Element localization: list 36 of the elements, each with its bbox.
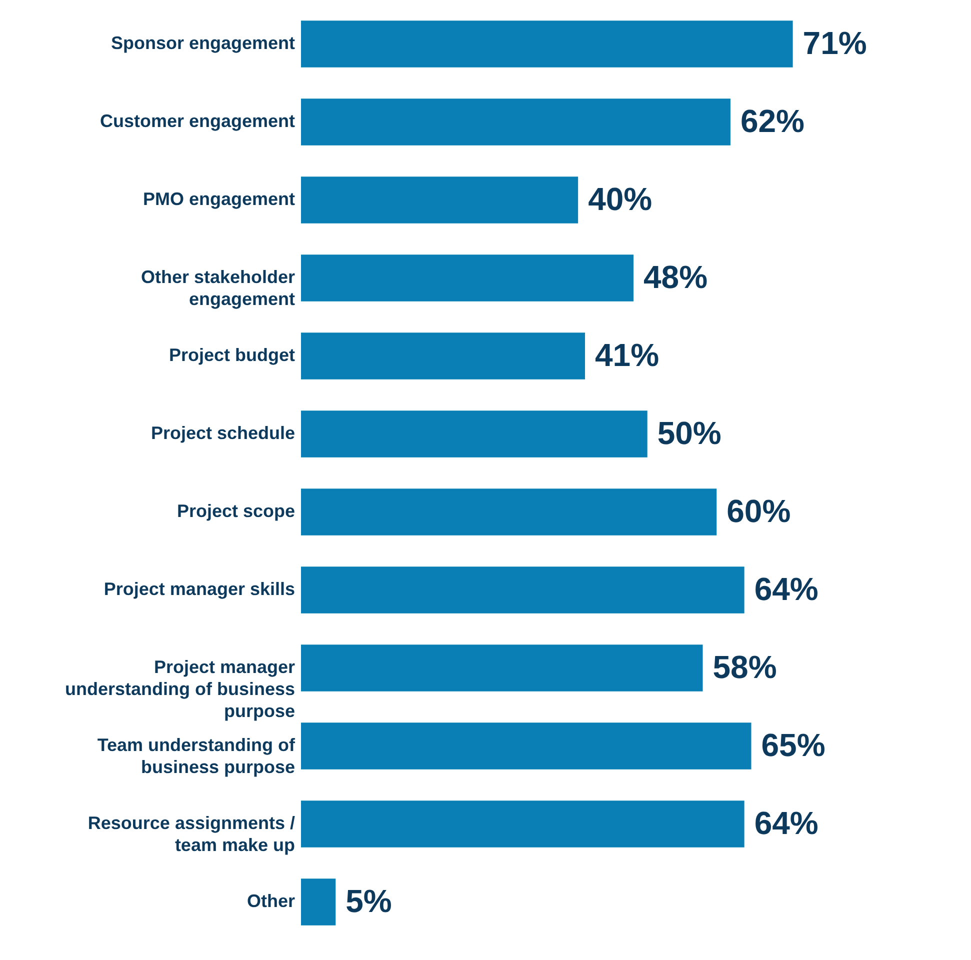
bar xyxy=(301,878,336,926)
data-label: 60% xyxy=(726,493,791,529)
y-tick-label: Sponsor engagement xyxy=(110,33,295,53)
data-label: 71% xyxy=(802,25,867,61)
data-label: 64% xyxy=(754,571,818,607)
y-tick-label: Resource assignments / team make up xyxy=(88,813,295,855)
data-label: 62% xyxy=(740,103,805,139)
y-tick-label: PMO engagement xyxy=(142,189,295,209)
data-label: 64% xyxy=(754,805,818,841)
bar xyxy=(301,722,752,770)
bar xyxy=(301,98,730,146)
y-tick-label: Other stakeholder engagement xyxy=(140,267,295,309)
bar xyxy=(301,254,634,302)
y-tick-label: Customer engagement xyxy=(100,111,295,131)
y-tick-label: Other xyxy=(246,891,295,911)
bar xyxy=(301,488,717,536)
bar xyxy=(301,410,648,458)
data-label: 50% xyxy=(657,415,722,451)
y-tick-label: Project scope xyxy=(176,501,295,521)
y-tick-label: Project schedule xyxy=(150,423,295,443)
data-label: 65% xyxy=(761,727,826,763)
data-label: 41% xyxy=(595,337,660,373)
bar xyxy=(301,176,578,224)
data-label: 5% xyxy=(346,883,392,919)
bar xyxy=(301,800,744,848)
bar xyxy=(301,20,793,68)
y-tick-label: Project manager understanding of business purpose xyxy=(64,657,295,721)
data-label: 48% xyxy=(643,259,708,295)
bar xyxy=(301,644,703,692)
data-label: 40% xyxy=(588,181,652,217)
y-tick-label: Team understanding of business purpose xyxy=(97,735,296,777)
bar xyxy=(301,566,744,614)
y-tick-label: Project budget xyxy=(168,345,295,365)
y-tick-label: Project manager skills xyxy=(104,579,295,599)
data-label: 58% xyxy=(712,649,777,685)
bar xyxy=(301,332,585,380)
